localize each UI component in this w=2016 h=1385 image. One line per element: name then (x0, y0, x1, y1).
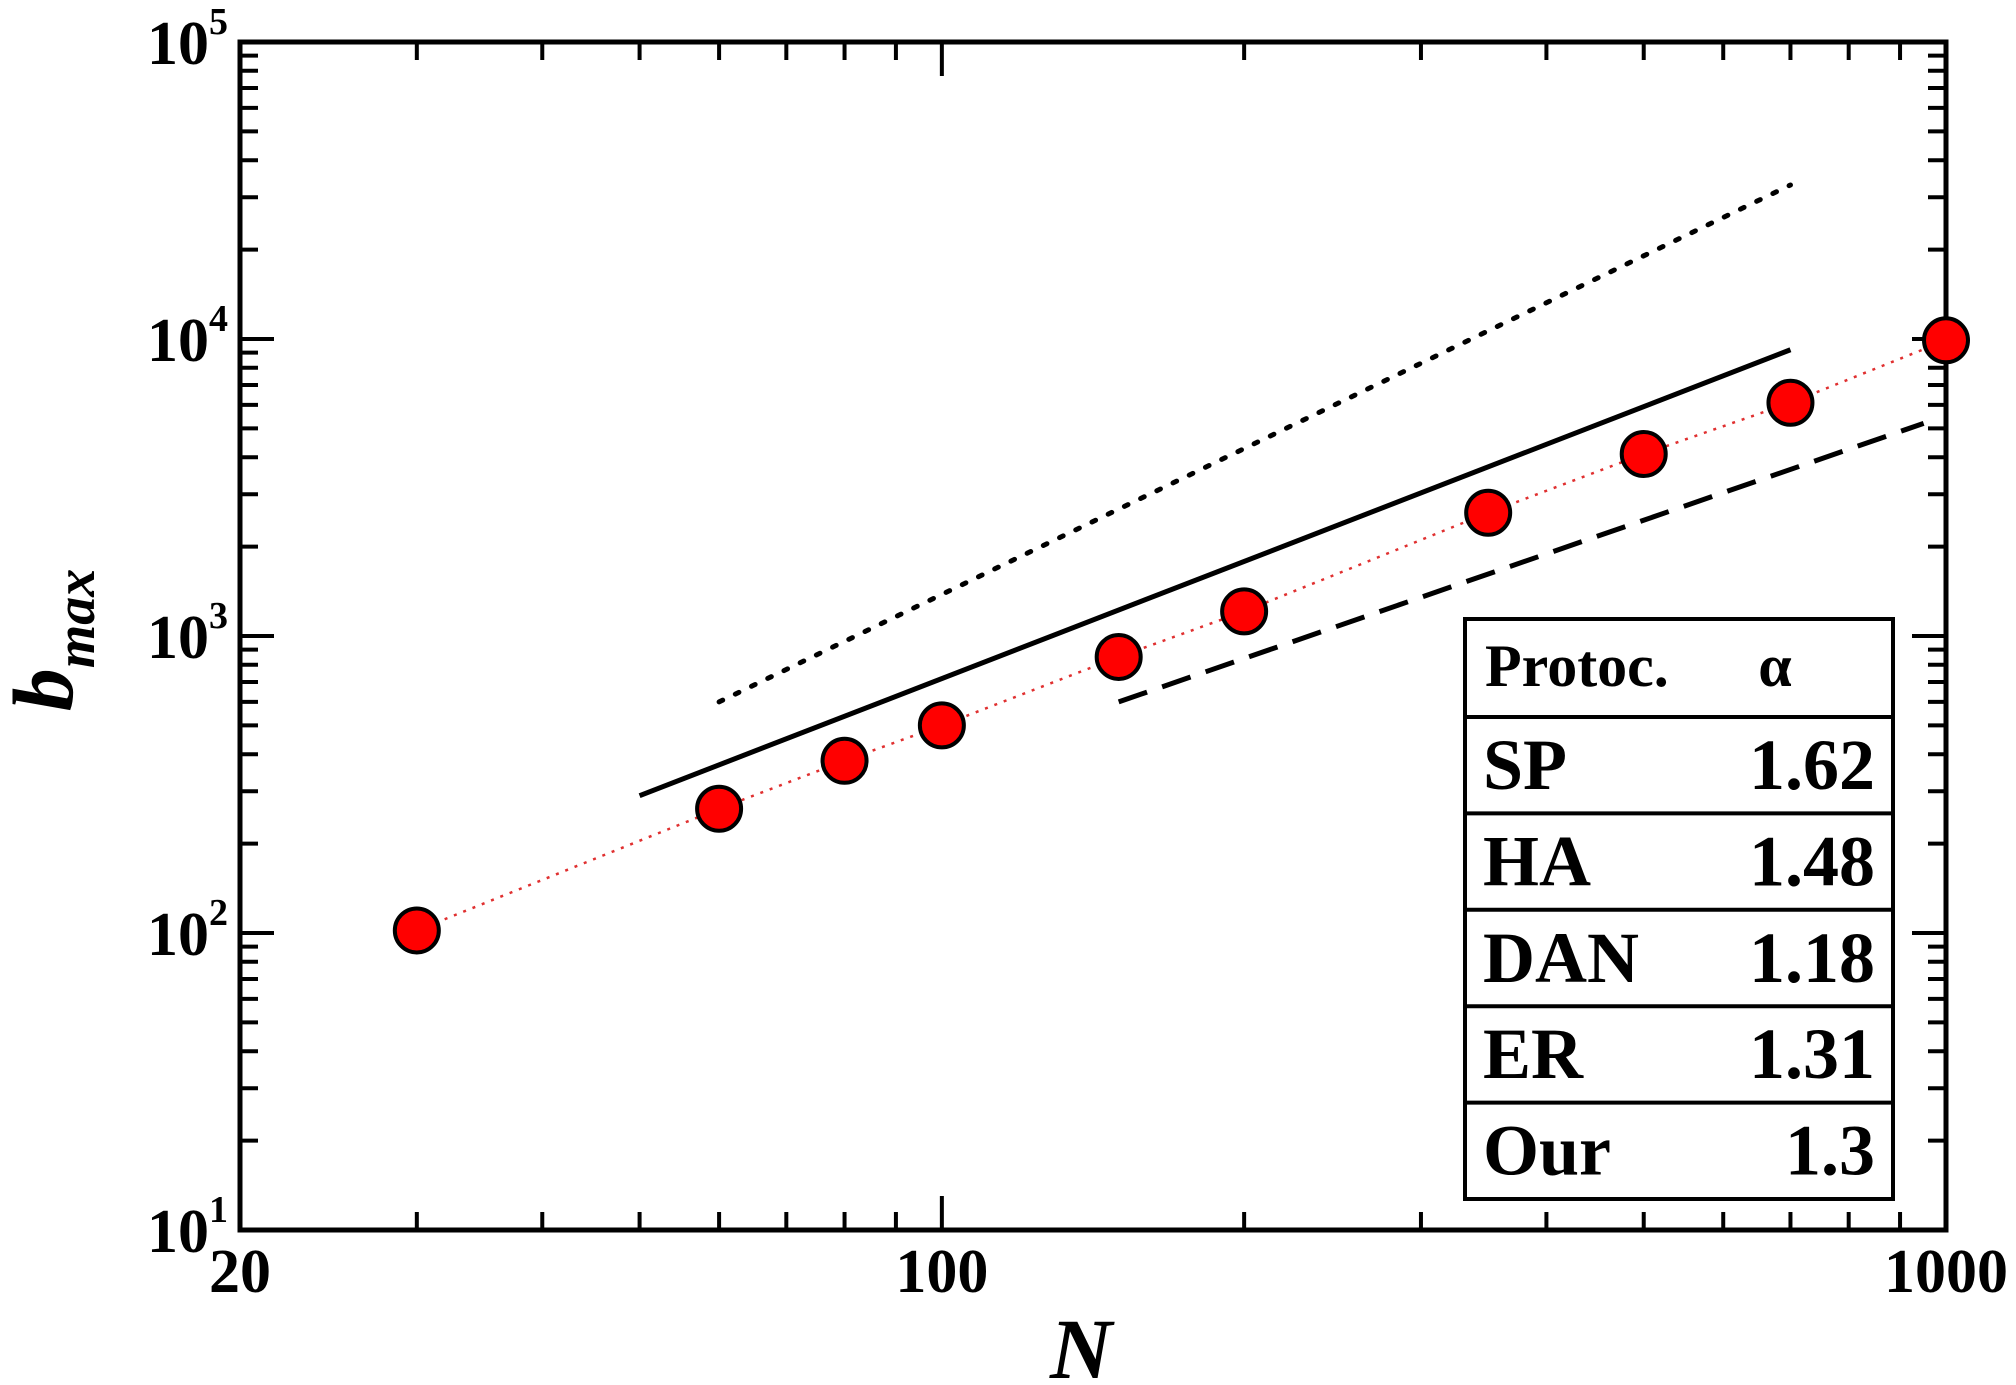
x-tick-label: 1000 (1884, 1238, 2008, 1306)
y-axis-title-subscript: max (45, 569, 107, 669)
legend-alpha-value: 1.31 (1749, 1014, 1875, 1094)
legend-alpha-value: 1.3 (1785, 1111, 1875, 1191)
legend-protocol-label: Our (1483, 1111, 1611, 1191)
legend-protocol-label: HA (1483, 821, 1591, 901)
y-tick-label-exponent: 4 (209, 298, 228, 340)
y-tick-label-base: 10 (147, 307, 209, 375)
data-point (392, 906, 441, 955)
y-tick-label-exponent: 5 (209, 1, 228, 43)
data-point (1464, 488, 1513, 537)
y-tick-label-base: 10 (147, 1198, 209, 1266)
data-point (1619, 430, 1668, 479)
y-tick-label-exponent: 3 (209, 595, 228, 637)
legend-protocol-label: ER (1483, 1014, 1584, 1094)
x-tick-labels: 20 100 1000 (209, 1238, 2008, 1306)
x-axis-title: N (1049, 1301, 1115, 1385)
x-tick-label: 20 (209, 1238, 271, 1306)
y-tick-label-exponent: 2 (209, 892, 228, 934)
x-tick-label: 100 (895, 1238, 988, 1306)
reference-line-dotted (716, 182, 1793, 705)
y-tick-label: 102 (147, 892, 228, 969)
minor-ticks (240, 42, 1946, 1230)
legend-header-alpha: α (1758, 633, 1792, 699)
y-tick-label-exponent: 1 (209, 1189, 228, 1231)
y-axis-title: bmax (0, 569, 107, 712)
y-tick-label-base: 10 (147, 10, 209, 78)
data-point (1220, 587, 1269, 636)
data-points (392, 316, 1970, 955)
legend-protocol-label: DAN (1483, 918, 1639, 998)
y-tick-label-base: 10 (147, 901, 209, 969)
data-point (695, 784, 744, 833)
reference-line-solid (638, 347, 1792, 798)
legend-alpha-value: 1.48 (1749, 821, 1875, 901)
y-axis-title-base: b (0, 668, 91, 711)
legend-protocol-label: SP (1483, 725, 1567, 805)
legend-alpha-value: 1.18 (1749, 918, 1875, 998)
legend-rows: SP 1.62 HA 1.48 DAN 1.18 ER 1.31 Our 1.3 (1483, 725, 1875, 1191)
y-tick-label: 103 (147, 595, 228, 672)
data-point (917, 701, 966, 750)
data-point (1766, 378, 1815, 427)
svg-text:bmax: bmax (0, 569, 107, 712)
data-point (1094, 632, 1143, 681)
reference-line-dashed (1117, 420, 1925, 705)
y-tick-label: 104 (147, 298, 228, 375)
legend-dividers (1465, 715, 1893, 1105)
data-point (1922, 316, 1970, 365)
legend: Protoc. α SP 1.62 HA 1.48 DAN 1.18 ER 1.31 Our 1.… (1463, 617, 1895, 1201)
legend-header-protocol: Protoc. (1485, 633, 1669, 699)
trend-lines (416, 339, 1947, 932)
y-tick-label: 105 (147, 1, 228, 78)
y-tick-label-base: 10 (147, 604, 209, 672)
legend-alpha-value: 1.62 (1749, 725, 1875, 805)
reference-lines (638, 182, 1925, 798)
data-point (820, 736, 869, 785)
y-tick-label: 101 (147, 1189, 228, 1266)
series-trend-line (416, 339, 1947, 932)
